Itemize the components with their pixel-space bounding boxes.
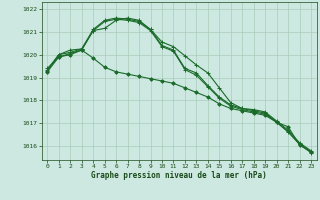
X-axis label: Graphe pression niveau de la mer (hPa): Graphe pression niveau de la mer (hPa) (91, 171, 267, 180)
